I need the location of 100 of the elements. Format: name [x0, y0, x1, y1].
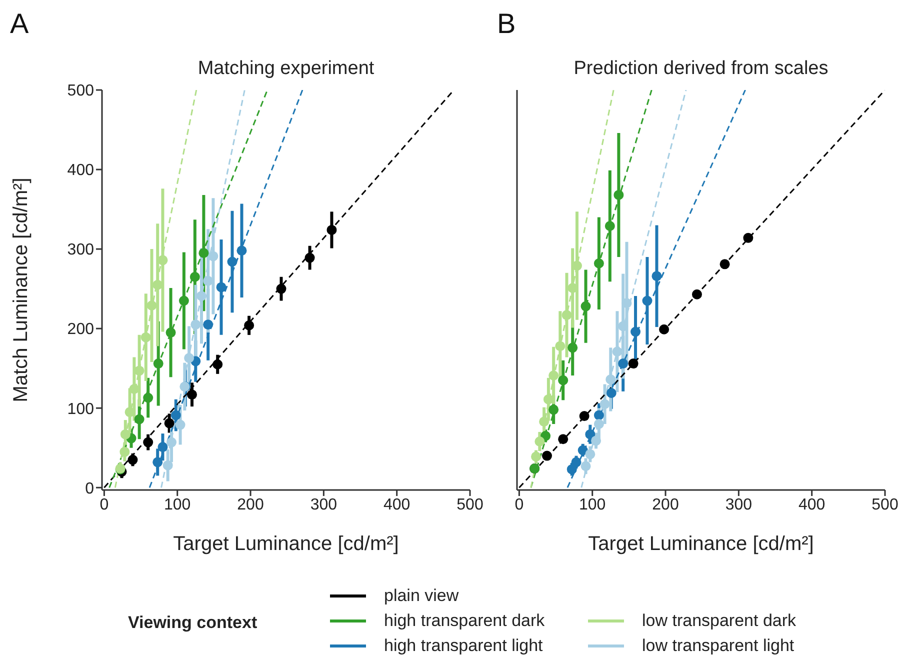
point: [227, 256, 238, 267]
point: [548, 370, 559, 380]
point: [642, 296, 652, 306]
point: [566, 464, 577, 474]
point: [542, 450, 552, 461]
point: [326, 224, 337, 235]
x-tick-label: 0: [514, 496, 524, 514]
point: [558, 375, 568, 386]
y-tick-label: 100: [67, 400, 94, 418]
point: [594, 258, 604, 268]
point: [190, 272, 200, 282]
point: [534, 436, 545, 446]
x-axis-title: Target Luminance [cd/m²]: [173, 533, 399, 555]
legend-label: plain view: [384, 586, 459, 606]
point: [208, 251, 218, 262]
x-tick-label: 200: [652, 496, 679, 514]
point: [134, 414, 144, 424]
point: [539, 416, 550, 427]
point: [618, 321, 628, 332]
point: [606, 374, 616, 384]
legend-title: Viewing context: [128, 613, 258, 633]
point: [628, 358, 638, 369]
y-tick-label: 0: [85, 480, 94, 498]
point: [540, 430, 551, 441]
point: [555, 341, 566, 352]
y-tick-label: 200: [67, 321, 94, 338]
point: [143, 437, 154, 448]
point: [244, 320, 254, 330]
point: [196, 290, 206, 301]
legend-label: low transparent dark: [642, 611, 796, 631]
legend-label: high transparent dark: [384, 611, 545, 631]
point: [612, 346, 622, 357]
x-tick-label: 100: [164, 496, 191, 514]
point: [591, 436, 602, 446]
point: [129, 384, 140, 394]
point: [186, 390, 197, 400]
text: B: [497, 8, 516, 40]
chart-title: Prediction derived from scales: [572, 58, 830, 80]
point: [304, 252, 315, 263]
point: [585, 449, 596, 460]
point: [184, 352, 194, 363]
point: [543, 394, 554, 404]
point: [178, 296, 189, 306]
point: [618, 358, 628, 369]
point: [659, 324, 670, 334]
point: [140, 332, 151, 342]
y-tick-label: 300: [67, 242, 94, 259]
x-axis-title: Target Luminance [cd/m²]: [588, 533, 814, 555]
point: [190, 320, 201, 330]
point: [120, 446, 130, 457]
point: [120, 429, 130, 440]
y-axis-title: Match Luminance [cd/m²]: [10, 178, 32, 402]
point: [580, 461, 591, 472]
point: [594, 418, 604, 429]
point: [606, 388, 616, 398]
point: [158, 255, 168, 266]
chart-title: Matching experiment: [196, 58, 376, 80]
point: [212, 359, 223, 370]
point: [692, 289, 702, 300]
x-tick-label: 100: [579, 496, 606, 514]
point: [743, 232, 754, 243]
point: [146, 300, 157, 311]
point: [164, 418, 174, 428]
point: [652, 271, 662, 282]
x-tick-label: 300: [310, 496, 338, 514]
y-tick-label: 400: [67, 162, 94, 180]
point: [162, 460, 173, 470]
x-tick-label: 300: [725, 496, 752, 514]
legend-label: high transparent light: [384, 636, 543, 656]
point: [720, 259, 730, 270]
point: [203, 276, 214, 286]
point: [600, 399, 610, 410]
point: [158, 442, 168, 452]
x-tick-label: 400: [383, 496, 410, 514]
x-tick-label: 500: [456, 496, 484, 514]
point: [198, 248, 209, 258]
point: [175, 420, 186, 430]
point: [152, 280, 163, 290]
point: [203, 320, 214, 330]
point: [152, 457, 163, 468]
point: [153, 358, 164, 369]
legend-label: low transparent light: [642, 636, 794, 656]
text: A: [10, 8, 29, 40]
point: [216, 282, 226, 292]
y-tick-label: 500: [67, 82, 94, 100]
x-tick-label: 0: [100, 496, 109, 514]
x-tick-label: 400: [798, 496, 826, 514]
point: [579, 411, 590, 422]
point: [614, 190, 624, 200]
point: [585, 429, 596, 440]
point: [236, 246, 247, 256]
point: [143, 392, 154, 403]
point: [604, 220, 615, 231]
point: [166, 437, 177, 448]
point: [558, 434, 568, 444]
point: [580, 301, 591, 312]
point: [630, 326, 641, 337]
point: [166, 328, 176, 338]
point: [622, 298, 632, 308]
point: [276, 284, 286, 294]
